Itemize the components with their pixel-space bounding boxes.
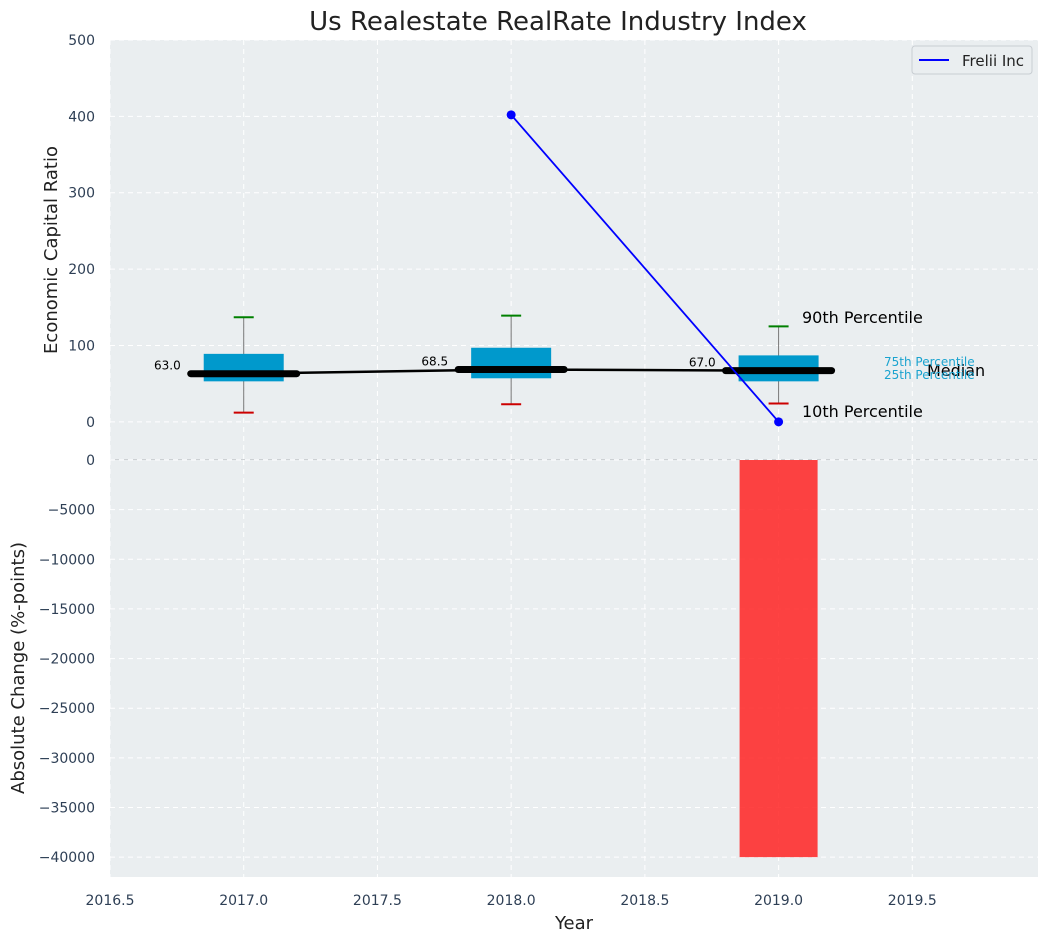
bottom-y-tick-label: −15000	[39, 602, 95, 618]
p10-annotation: 10th Percentile	[802, 402, 923, 421]
legend: Frelii Inc	[911, 45, 1033, 75]
iqr-box	[471, 347, 552, 379]
bottom-y-tick-label: −20000	[39, 652, 95, 668]
company-point	[774, 417, 784, 427]
percentile-annotations: 90th Percentile 10th Percentile Median 7…	[802, 308, 985, 421]
x-tick-label: 2017.0	[219, 893, 268, 909]
top-panel: 0 100 200 300 400 500 63.0 68.5 67.0 90th Perce…	[41, 33, 1038, 460]
x-tick-label: 2019.5	[888, 893, 937, 909]
median-trend	[243, 368, 779, 375]
bottom-y-tick-label: −10000	[39, 552, 95, 568]
top-y-tick-label: 0	[86, 415, 95, 431]
median-value-label: 67.0	[689, 356, 716, 370]
median-value-label: 63.0	[154, 359, 181, 373]
bottom-plot-area	[110, 460, 1038, 877]
bottom-grid	[109, 459, 1038, 877]
iqr-box	[203, 353, 284, 382]
top-y-tick-label: 200	[68, 262, 95, 278]
change-bar	[739, 460, 818, 858]
x-tick-label: 2017.5	[353, 893, 402, 909]
legend-box	[911, 45, 1033, 75]
bottom-y-tick-label: −40000	[39, 850, 95, 866]
bottom-y-tick-label: 0	[86, 453, 95, 469]
median-trend-line	[243, 368, 779, 375]
bottom-y-tick-label: −25000	[39, 701, 95, 717]
top-y-tick-label: 300	[68, 186, 95, 202]
bottom-y-axis-label: Absolute Change (%-points)	[8, 542, 29, 794]
bottom-y-ticks: 0 −5000 −10000 −15000 −20000 −25000 −30000 −350…	[39, 453, 95, 866]
median-value-label: 68.5	[421, 355, 448, 369]
bottom-panel: 0 −5000 −10000 −15000 −20000 −25000 −30000 −350…	[8, 453, 1038, 877]
p25-annotation: 25th Percentile	[884, 368, 975, 382]
top-y-tick-label: 100	[68, 338, 95, 354]
company-line	[510, 114, 780, 423]
chart-title: Us Realestate RealRate Industry Index	[309, 7, 807, 37]
company-point	[506, 110, 516, 120]
top-plot-area	[110, 40, 1038, 460]
x-ticks: 2016.5 2017.0 2017.5 2018.0 2018.5 2019.0 2019…	[86, 893, 937, 909]
top-grid	[109, 39, 1038, 460]
top-y-tick-label: 500	[68, 33, 95, 49]
bottom-y-tick-label: −30000	[39, 751, 95, 767]
top-y-tick-label: 400	[68, 109, 95, 125]
x-tick-label: 2018.0	[487, 893, 536, 909]
median-annotation: Median	[927, 361, 985, 380]
p90-annotation: 90th Percentile	[802, 308, 923, 327]
x-axis-label: Year	[554, 913, 594, 934]
bottom-bars	[739, 460, 818, 858]
p75-annotation: 75th Percentile	[884, 355, 975, 369]
x-tick-label: 2018.5	[620, 893, 669, 909]
x-tick-label: 2019.0	[754, 893, 803, 909]
legend-label: Frelii Inc	[962, 52, 1024, 70]
top-y-axis-label: Economic Capital Ratio	[41, 146, 62, 354]
bottom-y-tick-label: −5000	[48, 503, 95, 519]
company-series	[506, 110, 784, 427]
top-y-ticks: 0 100 200 300 400 500	[68, 33, 95, 431]
bottom-y-tick-label: −35000	[39, 801, 95, 817]
x-tick-label: 2016.5	[86, 893, 135, 909]
